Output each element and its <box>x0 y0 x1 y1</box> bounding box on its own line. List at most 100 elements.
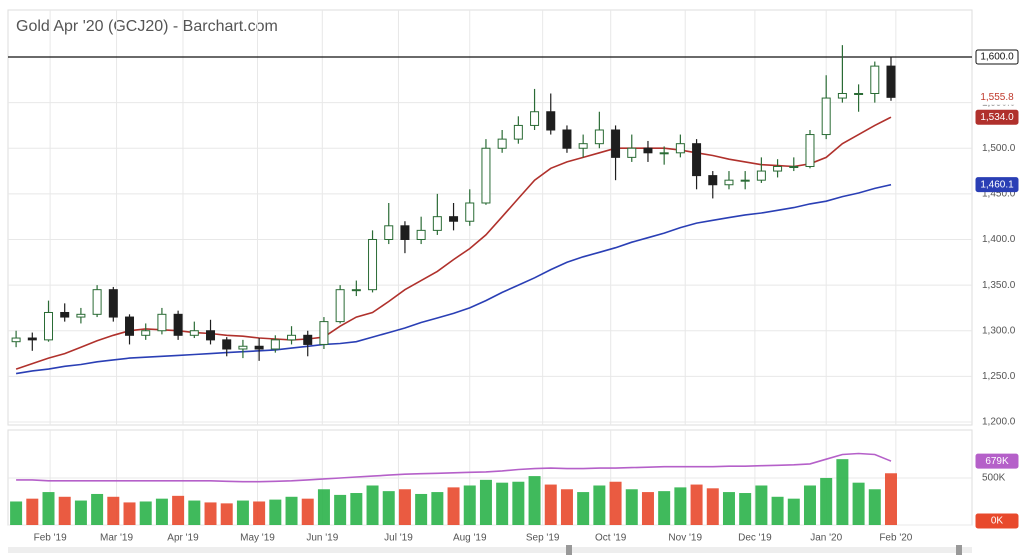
scrollbar[interactable] <box>8 547 972 553</box>
x-tick-label: Jun '19 <box>306 533 338 544</box>
volume-bar <box>172 495 185 525</box>
candle-body <box>497 138 507 149</box>
reference-label-box <box>975 49 1019 65</box>
x-tick-label: Jul '19 <box>384 533 413 544</box>
candle-body <box>92 289 102 315</box>
candle-body <box>530 111 540 126</box>
candle-body <box>76 313 86 318</box>
y-tick-label: 0K <box>991 516 1004 527</box>
volume-bar <box>787 498 800 525</box>
x-tick-label: Sep '19 <box>526 533 560 544</box>
volume-bar <box>285 496 298 525</box>
volume-bar <box>204 502 217 525</box>
candle-body <box>400 225 410 240</box>
candle-body <box>254 345 264 350</box>
volume-bar <box>496 482 509 525</box>
scroll-handle[interactable] <box>956 545 962 555</box>
candle-body <box>562 129 572 149</box>
candle-body <box>611 129 621 158</box>
candle-body <box>481 147 491 204</box>
volume-bar <box>58 496 71 525</box>
volume-bar <box>123 502 136 525</box>
candle-body <box>578 143 588 149</box>
volume-bar <box>447 487 460 525</box>
candle-body <box>416 229 426 240</box>
volume-bar <box>398 489 411 525</box>
series-last-label: 679K <box>985 456 1009 467</box>
candle-body <box>773 165 783 172</box>
y-tick-label: 1,500.0 <box>982 143 1016 154</box>
volume-bar <box>884 473 897 525</box>
series-last-label: 1,460.1 <box>980 179 1014 190</box>
candle-body <box>546 111 556 131</box>
y-tick-label: 1,300.0 <box>982 325 1016 336</box>
volume-bar <box>10 501 23 525</box>
volume-bar <box>42 492 55 525</box>
volume-bar <box>350 493 363 525</box>
scroll-handle[interactable] <box>566 545 572 555</box>
candle-body <box>238 345 248 350</box>
x-tick-label: Nov '19 <box>668 533 702 544</box>
candle-body <box>594 129 604 145</box>
series-last-label-box <box>975 177 1019 193</box>
candle-body <box>643 147 653 154</box>
candle-body <box>432 216 442 231</box>
candle-body <box>60 311 70 318</box>
y-tick-label: 1,450.0 <box>982 189 1016 200</box>
candle-body <box>335 289 345 323</box>
volume-bar <box>706 488 719 525</box>
volume-bar <box>852 482 865 525</box>
candle-body <box>740 179 750 182</box>
line <box>16 452 892 483</box>
volume-bar <box>641 492 654 525</box>
reference-label: 1,600.0 <box>980 52 1014 63</box>
volume-bar <box>317 489 330 525</box>
volume-bar <box>301 498 314 525</box>
candle-body <box>675 143 685 154</box>
x-tick-label: Aug '19 <box>453 533 487 544</box>
y-tick-label: 1,400.0 <box>982 234 1016 245</box>
chart-title: Gold Apr '20 (GCJ20) - Barchart.com <box>16 18 278 35</box>
volume-bar <box>26 498 39 525</box>
candle-body <box>351 289 361 292</box>
candle-body <box>821 97 831 136</box>
volume-bar <box>836 459 849 525</box>
volume-bar <box>382 491 395 525</box>
volume-bar <box>593 485 606 525</box>
x-tick-label: Feb '20 <box>879 533 912 544</box>
y-tick-label: 1,350.0 <box>982 280 1016 291</box>
candle-body <box>870 65 880 94</box>
volume-bar <box>366 485 379 525</box>
candle-body <box>692 143 702 177</box>
x-tick-label: Oct '19 <box>595 533 627 544</box>
volume-bar <box>155 498 168 525</box>
price-pane <box>7 9 973 426</box>
x-tick-label: Feb '19 <box>34 533 67 544</box>
candle-body <box>270 339 280 350</box>
close-label-box <box>975 89 1019 105</box>
volume-bar <box>820 477 833 525</box>
x-tick-label: Apr '19 <box>167 533 199 544</box>
candle-body <box>837 92 847 99</box>
volume-bar <box>803 485 816 525</box>
series-last-label: 1,534.0 <box>980 112 1014 123</box>
volume-bar <box>220 503 233 525</box>
volume-bar <box>544 484 557 525</box>
candle-body <box>724 179 734 186</box>
volume-bar <box>658 491 671 525</box>
volume-bar <box>334 494 347 525</box>
x-tick-label: Mar '19 <box>100 533 133 544</box>
candle-body <box>287 334 297 341</box>
candle-body <box>449 216 459 222</box>
volume-bar <box>431 492 444 525</box>
volume-bar <box>107 496 120 525</box>
candle-body <box>789 165 799 168</box>
candle-body <box>27 337 37 341</box>
candle-body <box>854 92 864 95</box>
close-label: 1,555.8 <box>980 92 1014 103</box>
candle-body <box>659 152 669 155</box>
volume-bar <box>269 499 282 525</box>
candle-body <box>141 330 151 336</box>
candle-body <box>173 313 183 336</box>
